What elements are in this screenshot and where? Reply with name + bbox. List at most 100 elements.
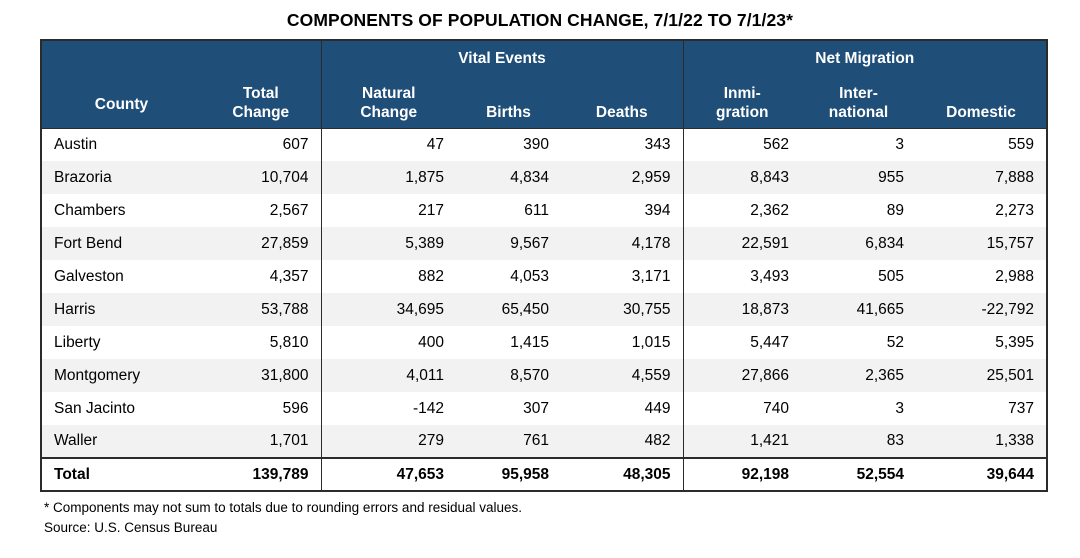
population-change-table: County Total Change Vital Events Net Mig… [40, 39, 1049, 492]
value-cell: 955 [878, 168, 904, 186]
table-body: Austin 607 47 390 343 562 3 559 Brazoria 10,704 1,… [41, 128, 1048, 458]
value-cell: 5,810 [269, 333, 309, 351]
value-cell: 3,493 [682, 260, 801, 293]
col-header-county: County [41, 40, 201, 129]
value-cell: 4,053 [510, 267, 549, 285]
total-value-cell: 48,305 [561, 457, 683, 491]
value-cell: 31,800 [261, 366, 309, 384]
county-cell: Brazoria [54, 168, 112, 186]
value-cell: 596 [282, 399, 309, 417]
value-cell: 394 [644, 201, 671, 219]
value-cell: 27,866 [682, 359, 801, 392]
value-cell: 7,888 [995, 168, 1035, 186]
value-cell: 1,701 [269, 432, 309, 449]
total-row: Total 139,789 47,653 95,958 48,305 92,19… [41, 457, 1048, 491]
total-value-cell: 52,554 [801, 457, 916, 491]
county-cell: Galveston [54, 267, 124, 285]
county-cell: Fort Bend [54, 234, 123, 252]
value-cell: 3,171 [631, 267, 671, 285]
total-label-cell: Total [41, 457, 201, 491]
value-cell: 737 [1008, 399, 1035, 417]
value-cell: 8,570 [510, 366, 549, 384]
value-cell: 279 [320, 425, 456, 458]
col-header-immigration: Inmi- gration [682, 74, 801, 129]
total-value-cell: 139,789 [201, 457, 321, 491]
value-cell: 47 [320, 128, 456, 161]
value-cell: 761 [523, 432, 549, 449]
value-cell: 217 [320, 194, 456, 227]
value-cell: 65,450 [501, 300, 549, 318]
value-cell: 2,988 [995, 267, 1035, 285]
value-cell: 2,959 [631, 168, 671, 186]
value-cell: 22,591 [682, 227, 801, 260]
group-header-vital-events: Vital Events [320, 40, 683, 74]
value-cell: 27,859 [261, 234, 309, 252]
value-cell: 18,873 [682, 293, 801, 326]
col-header-total-change: Total Change [201, 40, 321, 129]
col-header-births: Births [456, 74, 561, 129]
value-cell: 4,357 [269, 267, 309, 285]
value-cell: 611 [524, 201, 549, 219]
value-cell: 307 [523, 399, 549, 417]
total-value-cell: 39,644 [916, 457, 1048, 491]
value-cell: 2,365 [865, 366, 904, 384]
value-cell: 2,567 [269, 201, 309, 219]
value-cell: 5,447 [682, 326, 801, 359]
value-cell: 882 [320, 260, 456, 293]
value-cell: 449 [644, 399, 671, 417]
value-cell: 3 [895, 399, 904, 417]
value-cell: 4,178 [631, 234, 671, 252]
table-footer: Total 139,789 47,653 95,958 48,305 92,19… [41, 457, 1048, 491]
table-row: San Jacinto 596 -142 307 449 740 3 737 [41, 392, 1047, 425]
value-cell: 5,395 [995, 333, 1035, 351]
page-title: COMPONENTS OF POPULATION CHANGE, 7/1/22 … [286, 10, 794, 30]
total-value-cell: 47,653 [320, 457, 456, 491]
value-cell: 4,011 [320, 359, 456, 392]
value-cell: 1,415 [510, 333, 549, 351]
value-cell: 83 [886, 432, 904, 449]
source-note: Source: U.S. Census Bureau [44, 520, 218, 535]
county-cell: San Jacinto [54, 399, 135, 417]
value-cell: 15,757 [986, 234, 1035, 252]
table-row: Galveston 4,357 882 4,053 3,171 3,493 505 2,988 [41, 260, 1047, 293]
table-row: Austin 607 47 390 343 562 3 559 [41, 128, 1047, 161]
value-cell: 559 [1008, 135, 1035, 153]
value-cell: 740 [682, 392, 801, 425]
value-cell: 53,788 [261, 300, 309, 318]
value-cell: 6,834 [865, 234, 904, 252]
value-cell: 52 [886, 333, 904, 351]
county-cell: Waller [54, 432, 98, 449]
value-cell: 390 [523, 135, 549, 153]
group-header-net-migration: Net Migration [682, 40, 1048, 74]
table-row: Montgomery 31,800 4,011 8,570 4,559 27,866 2,3… [41, 359, 1048, 392]
value-cell: 5,389 [320, 227, 456, 260]
header-sub-row: Natural Change Births Deaths Inmi- grati… [41, 74, 1048, 129]
value-cell: 9,567 [510, 234, 549, 252]
total-value-cell: 95,958 [456, 457, 561, 491]
table-header: County Total Change Vital Events Net Mig… [41, 40, 1048, 129]
value-cell: 8,843 [682, 161, 801, 194]
table-row: Brazoria 10,704 1,875 4,834 2,959 8,843 955 7,8… [41, 161, 1048, 194]
value-cell: 89 [886, 201, 904, 219]
table-row: Liberty 5,810 400 1,415 1,015 5,447 52 5,395 [41, 326, 1047, 359]
col-header-international: Inter- national [801, 74, 916, 129]
table-row: Harris 53,788 34,695 65,450 30,755 18,873 41,6… [41, 293, 1048, 326]
value-cell: 482 [644, 432, 671, 449]
col-header-deaths: Deaths [561, 74, 683, 129]
value-cell: 3 [895, 135, 904, 153]
value-cell: 4,834 [510, 168, 549, 186]
value-cell: -142 [320, 392, 456, 425]
col-header-natural-change: Natural Change [320, 74, 456, 129]
table-row: Fort Bend 27,859 5,389 9,567 4,178 22,591 6,83… [41, 227, 1048, 260]
value-cell: 1,875 [320, 161, 456, 194]
value-cell: 607 [282, 135, 309, 153]
value-cell: 30,755 [623, 300, 671, 318]
value-cell: 4,559 [631, 366, 671, 384]
col-header-domestic: Domestic [916, 74, 1048, 129]
table-row: Chambers 2,567 217 611 394 2,362 89 2,273 [41, 194, 1047, 227]
value-cell: 1,338 [995, 432, 1035, 449]
table-row: Waller 1,701 279 761 482 1,421 83 1,338 [41, 425, 1048, 458]
value-cell: 34,695 [320, 293, 456, 326]
value-cell: 562 [682, 128, 801, 161]
